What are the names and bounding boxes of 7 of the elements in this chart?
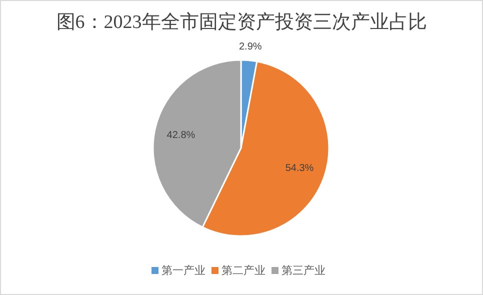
data-label: 54.3%: [285, 163, 314, 174]
legend-label: 第二产业: [222, 264, 266, 277]
legend-label: 第三产业: [282, 264, 326, 277]
data-label: 2.9%: [238, 41, 262, 52]
legend-label: 第一产业: [162, 264, 206, 277]
chart-title: 图6：2023年全市固定资产投资三次产业占比: [56, 11, 427, 33]
data-label: 42.8%: [166, 130, 196, 142]
